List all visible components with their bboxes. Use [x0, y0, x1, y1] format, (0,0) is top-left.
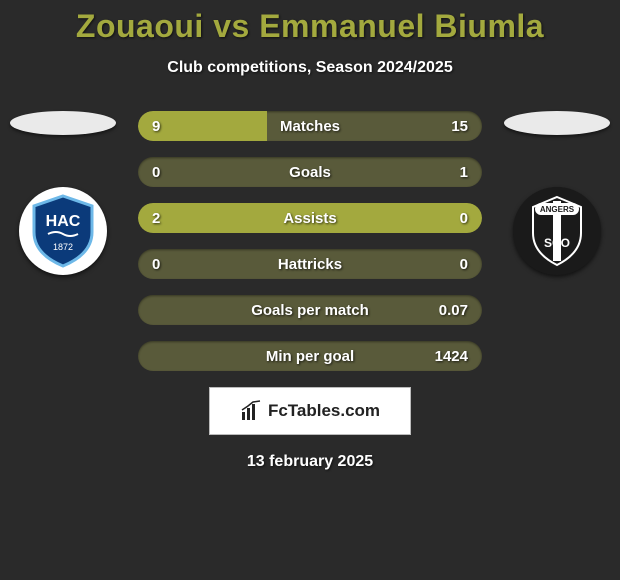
- team-right-badge: ANGERS ANGERS SCO: [502, 111, 612, 275]
- stat-label: Matches: [202, 118, 418, 135]
- stat-label: Goals: [202, 164, 418, 181]
- stat-bar-text: 2Assists0: [138, 203, 482, 233]
- shield-icon: HAC 1872: [24, 192, 102, 270]
- subtitle: Club competitions, Season 2024/2025: [0, 59, 620, 77]
- stat-right-value: 15: [418, 118, 468, 135]
- stat-right-value: 1: [418, 164, 468, 181]
- flag-ellipse-right: [504, 111, 610, 135]
- stat-bar-text: 9Matches15: [138, 111, 482, 141]
- main-area: HAC 1872 ANGERS ANGERS SCO: [0, 111, 620, 471]
- team-left-logo: HAC 1872: [19, 187, 107, 275]
- svg-text:SCO: SCO: [544, 236, 570, 250]
- stat-right-value: 0: [418, 210, 468, 227]
- stat-left-value: 0: [152, 256, 202, 273]
- stat-right-value: 1424: [418, 348, 468, 365]
- stat-bars: 9Matches150Goals12Assists00Hattricks0Goa…: [138, 111, 482, 371]
- player-right-name: Emmanuel Biumla: [259, 8, 544, 44]
- shield-icon: ANGERS ANGERS SCO: [513, 187, 601, 275]
- svg-text:1872: 1872: [53, 242, 73, 252]
- svg-text:HAC: HAC: [46, 213, 81, 230]
- stat-label: Hattricks: [202, 256, 418, 273]
- stat-label: Assists: [202, 210, 418, 227]
- team-right-logo: ANGERS ANGERS SCO: [513, 187, 601, 275]
- stat-bar: Min per goal1424: [138, 341, 482, 371]
- stat-bar: 9Matches15: [138, 111, 482, 141]
- vs-separator: vs: [213, 8, 259, 44]
- attribution-badge: FcTables.com: [209, 387, 411, 435]
- stat-label: Goals per match: [202, 302, 418, 319]
- player-left-name: Zouaoui: [76, 8, 204, 44]
- stat-bar-text: Min per goal1424: [138, 341, 482, 371]
- team-left-badge: HAC 1872: [8, 111, 118, 275]
- stat-left-value: 2: [152, 210, 202, 227]
- stat-bar: 0Goals1: [138, 157, 482, 187]
- svg-text:ANGERS: ANGERS: [540, 205, 575, 214]
- stat-label: Min per goal: [202, 348, 418, 365]
- stat-right-value: 0: [418, 256, 468, 273]
- chart-icon: [240, 400, 262, 422]
- comparison-card: Zouaoui vs Emmanuel Biumla Club competit…: [0, 0, 620, 471]
- stat-bar: 0Hattricks0: [138, 249, 482, 279]
- stat-left-value: 9: [152, 118, 202, 135]
- stat-bar: Goals per match0.07: [138, 295, 482, 325]
- stat-bar-text: 0Hattricks0: [138, 249, 482, 279]
- stat-bar: 2Assists0: [138, 203, 482, 233]
- date-text: 13 february 2025: [0, 453, 620, 471]
- stat-right-value: 0.07: [418, 302, 468, 319]
- stat-bar-text: 0Goals1: [138, 157, 482, 187]
- stat-left-value: 0: [152, 164, 202, 181]
- page-title: Zouaoui vs Emmanuel Biumla: [0, 8, 620, 45]
- stat-bar-text: Goals per match0.07: [138, 295, 482, 325]
- flag-ellipse-left: [10, 111, 116, 135]
- attribution-text: FcTables.com: [268, 401, 380, 421]
